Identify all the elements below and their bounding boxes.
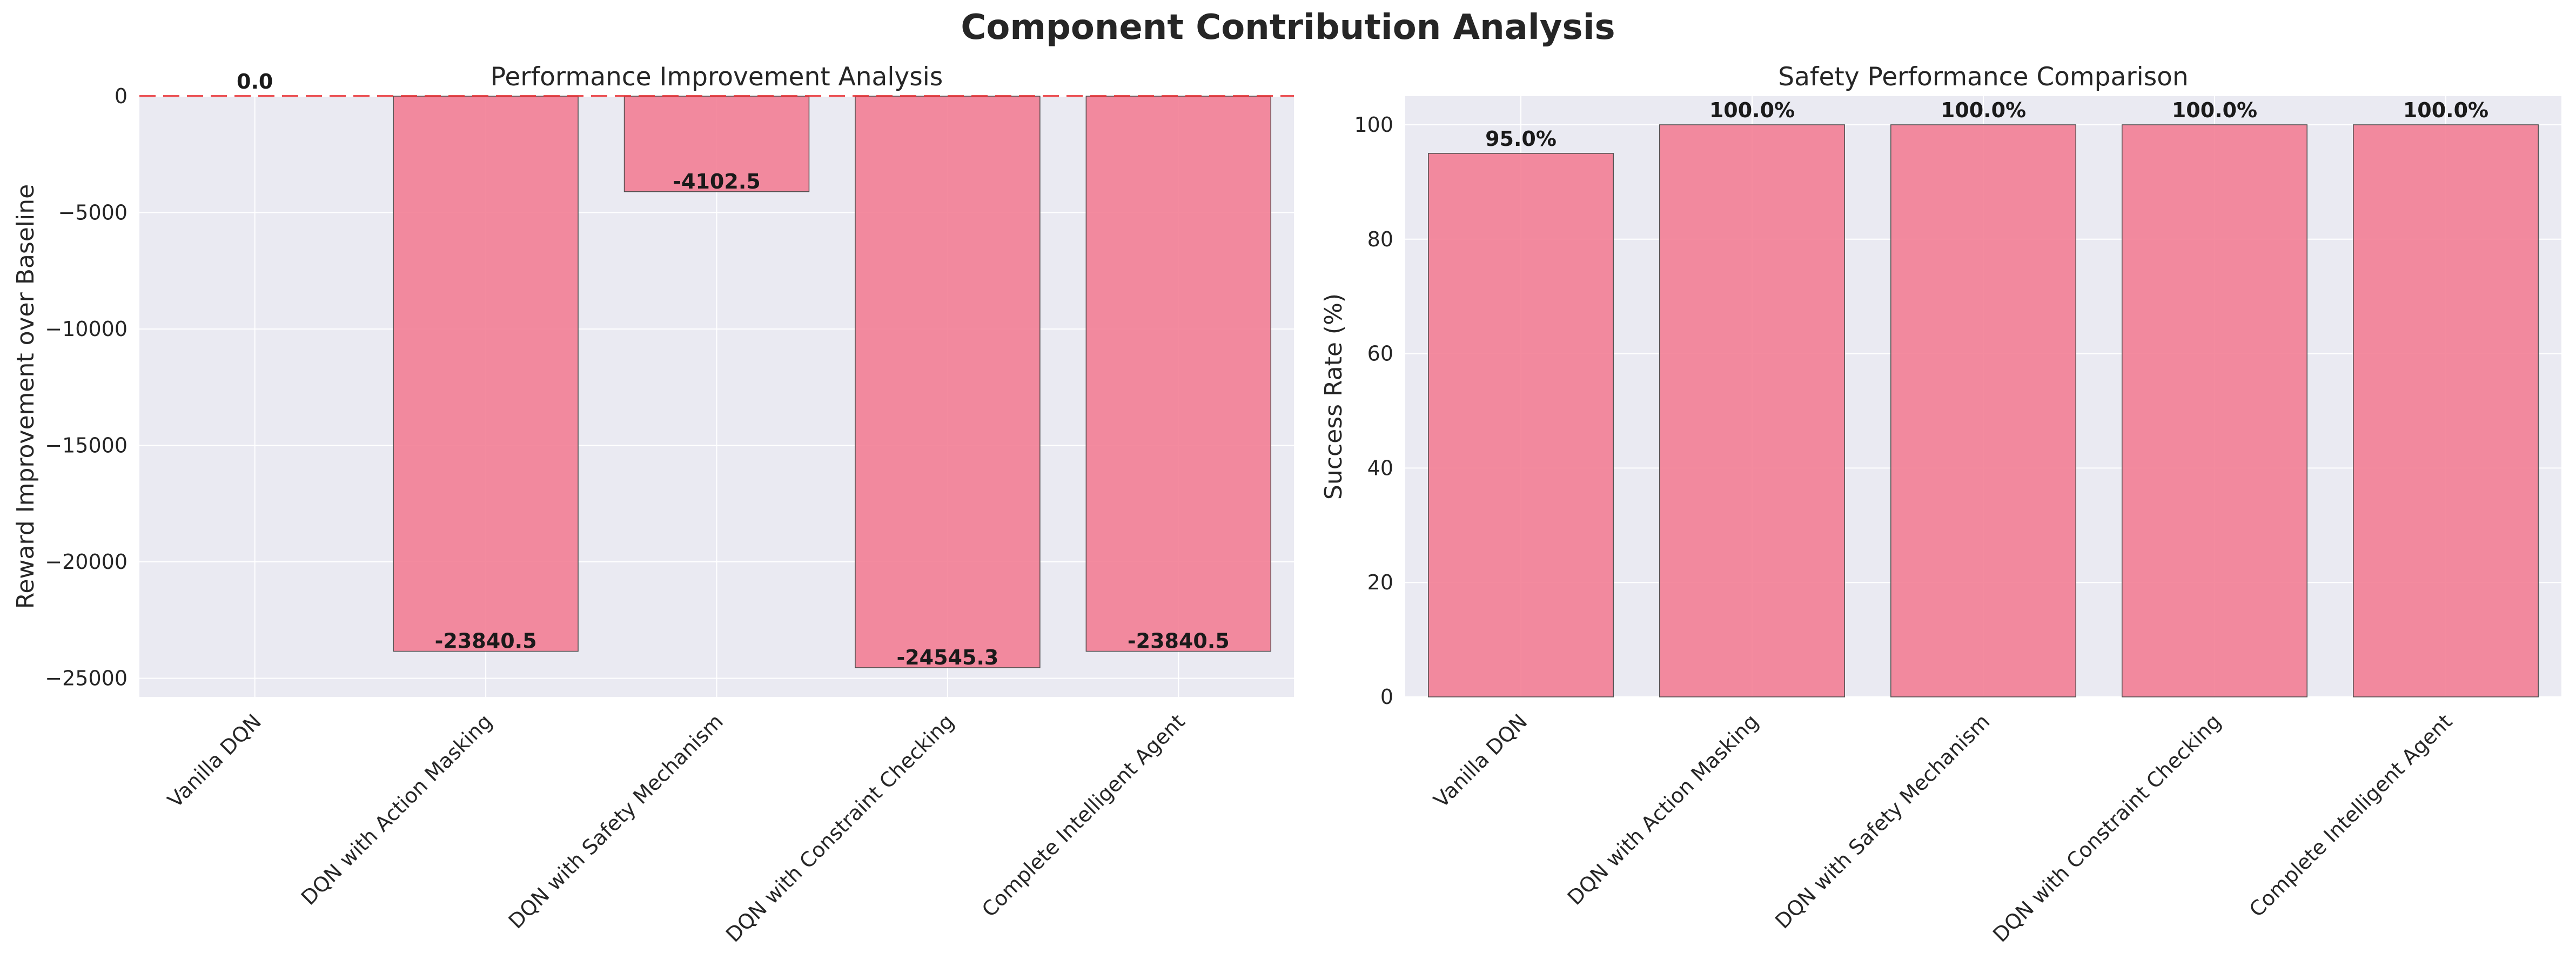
- x-tick-label: DQN with Constraint Checking: [1988, 709, 2225, 946]
- figure-title: Component Contribution Analysis: [961, 8, 1615, 48]
- chart-performance-improvement: 0 −5000 −10000 −15000 −20000 −25000 0.0 -23840.…: [12, 62, 1294, 946]
- bar: [1659, 124, 1845, 697]
- bar: [393, 96, 579, 652]
- x-tick-label: Vanilla DQN: [163, 709, 266, 812]
- bar: [2122, 124, 2307, 697]
- bar-value-label: -23840.5: [435, 629, 537, 653]
- y-tick-label: −25000: [45, 667, 128, 690]
- y-tick-label: −10000: [45, 317, 128, 341]
- bar: [855, 96, 1041, 668]
- x-tick-label: Complete Intelligent Agent: [977, 709, 1190, 922]
- y-tick-label: 60: [1367, 342, 1393, 366]
- x-tick-label: DQN with Action Masking: [297, 709, 497, 910]
- bar-value-label: -23840.5: [1128, 629, 1230, 653]
- bar-value-label: -24545.3: [896, 646, 998, 669]
- bar: [1428, 153, 1614, 697]
- y-axis-label: Success Rate (%): [1320, 293, 1347, 500]
- bar: [1085, 96, 1272, 652]
- y-tick-label: 0: [1380, 685, 1393, 709]
- y-tick-label: 0: [115, 84, 128, 108]
- x-tick-label: Vanilla DQN: [1429, 709, 1532, 812]
- x-tick-label: DQN with Safety Mechanism: [1770, 709, 1994, 933]
- bar-value-label: 100.0%: [1709, 98, 1795, 122]
- bar-value-label: 95.0%: [1485, 127, 1557, 151]
- y-tick-label: −20000: [45, 550, 128, 574]
- bar-value-label: 100.0%: [1941, 98, 2026, 122]
- bar: [1890, 124, 2076, 697]
- plot-area: 0 20 40 60 80 100 95.0% 100.0% 100.0% 100.0% 100.0…: [1354, 96, 2561, 946]
- bar-value-label: 0.0: [237, 70, 273, 93]
- x-tick-label: DQN with Constraint Checking: [721, 709, 958, 946]
- chart-title: Safety Performance Comparison: [1778, 62, 2188, 92]
- y-tick-label: 20: [1367, 570, 1393, 594]
- x-tick-label: DQN with Action Masking: [1563, 709, 1763, 910]
- bar: [623, 96, 810, 192]
- y-tick-label: −5000: [58, 201, 128, 225]
- y-tick-label: 40: [1367, 456, 1393, 480]
- y-axis-label: Reward Improvement over Baseline: [12, 184, 39, 609]
- bar-value-label: -4102.5: [673, 170, 760, 193]
- bar: [2353, 124, 2539, 697]
- chart-safety-performance: 0 20 40 60 80 100 95.0% 100.0% 100.0% 100.0% 100.0…: [1320, 62, 2561, 946]
- y-tick-label: 80: [1367, 227, 1393, 251]
- x-tick-label: DQN with Safety Mechanism: [504, 709, 728, 933]
- y-tick-label: −15000: [45, 434, 128, 458]
- bar-value-label: 100.0%: [2172, 98, 2257, 122]
- plot-area: 0 −5000 −10000 −15000 −20000 −25000 0.0 -23840.…: [45, 70, 1294, 946]
- bar-value-label: 100.0%: [2403, 98, 2488, 122]
- x-tick-label: Complete Intelligent Agent: [2245, 709, 2457, 922]
- y-tick-label: 100: [1354, 113, 1393, 137]
- chart-title: Performance Improvement Analysis: [491, 62, 943, 92]
